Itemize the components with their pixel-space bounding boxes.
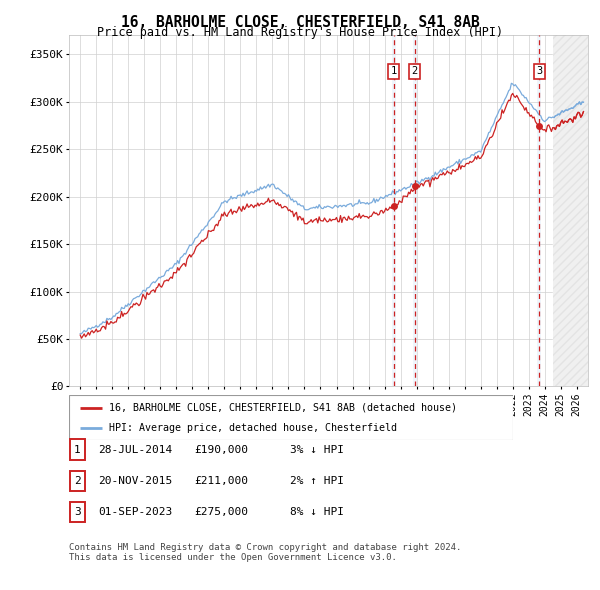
Text: £190,000: £190,000 — [194, 445, 248, 454]
Text: 1: 1 — [74, 445, 81, 454]
Text: 8% ↓ HPI: 8% ↓ HPI — [290, 507, 344, 517]
Text: Price paid vs. HM Land Registry's House Price Index (HPI): Price paid vs. HM Land Registry's House … — [97, 26, 503, 39]
Text: 3: 3 — [74, 507, 81, 517]
Bar — [538, 35, 541, 386]
Bar — [553, 35, 588, 386]
Text: £275,000: £275,000 — [194, 507, 248, 517]
Bar — [392, 35, 395, 386]
Text: 3: 3 — [536, 67, 542, 77]
Text: This data is licensed under the Open Government Licence v3.0.: This data is licensed under the Open Gov… — [69, 553, 397, 562]
Text: 2: 2 — [412, 67, 418, 77]
Text: 20-NOV-2015: 20-NOV-2015 — [98, 476, 172, 486]
Bar — [553, 35, 588, 386]
Text: HPI: Average price, detached house, Chesterfield: HPI: Average price, detached house, Ches… — [109, 424, 397, 434]
Text: 1: 1 — [391, 67, 397, 77]
Text: 2: 2 — [74, 476, 81, 486]
Text: 2% ↑ HPI: 2% ↑ HPI — [290, 476, 344, 486]
Text: 3% ↓ HPI: 3% ↓ HPI — [290, 445, 344, 454]
Text: Contains HM Land Registry data © Crown copyright and database right 2024.: Contains HM Land Registry data © Crown c… — [69, 543, 461, 552]
Text: 01-SEP-2023: 01-SEP-2023 — [98, 507, 172, 517]
Bar — [413, 35, 416, 386]
Text: 16, BARHOLME CLOSE, CHESTERFIELD, S41 8AB: 16, BARHOLME CLOSE, CHESTERFIELD, S41 8A… — [121, 15, 479, 30]
Text: 16, BARHOLME CLOSE, CHESTERFIELD, S41 8AB (detached house): 16, BARHOLME CLOSE, CHESTERFIELD, S41 8A… — [109, 403, 457, 412]
Text: 28-JUL-2014: 28-JUL-2014 — [98, 445, 172, 454]
Text: £211,000: £211,000 — [194, 476, 248, 486]
